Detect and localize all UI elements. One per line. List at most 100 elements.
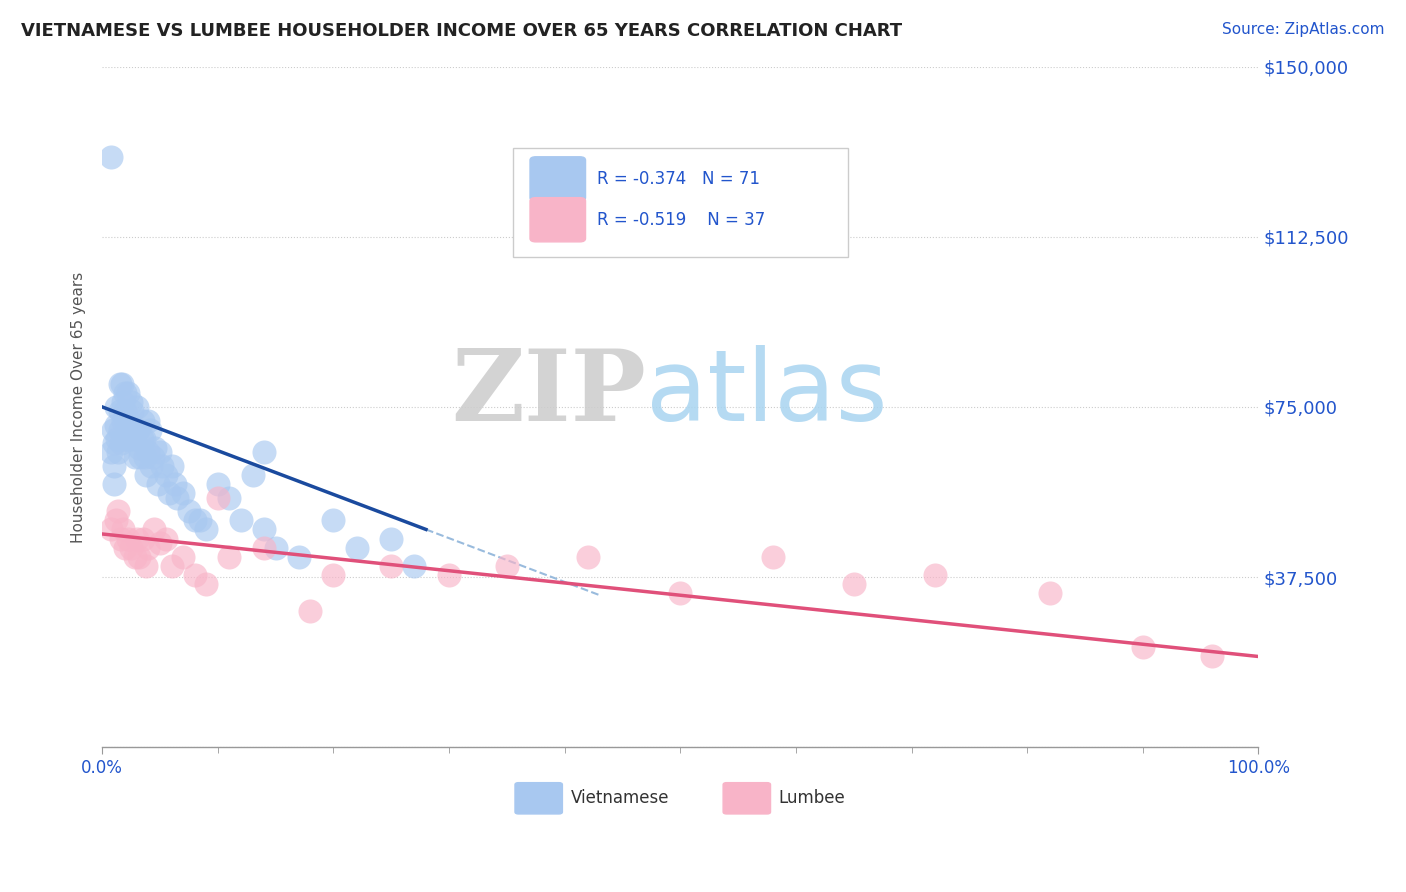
Point: [107, 504, 129, 518]
Point: [380, 558, 402, 573]
Point: [131, 432, 153, 446]
Text: atlas: atlas: [645, 345, 887, 442]
Point: [105, 400, 128, 414]
Point: [117, 532, 139, 546]
Point: [160, 558, 183, 573]
Point: [142, 450, 165, 464]
Point: [842, 577, 865, 591]
Point: [1201, 649, 1223, 664]
Point: [100, 150, 122, 164]
Point: [108, 377, 131, 392]
Point: [103, 436, 125, 450]
Point: [253, 541, 276, 555]
Point: [322, 513, 344, 527]
Point: [253, 445, 276, 459]
Point: [129, 450, 152, 464]
Point: [207, 477, 229, 491]
Point: [105, 432, 128, 446]
Point: [150, 458, 173, 473]
Text: R = -0.519    N = 37: R = -0.519 N = 37: [598, 211, 765, 228]
Point: [195, 577, 218, 591]
Point: [131, 413, 153, 427]
Point: [166, 491, 188, 505]
Point: [111, 395, 134, 409]
Point: [124, 549, 146, 564]
Point: [264, 541, 287, 555]
Point: [138, 445, 160, 459]
Point: [576, 549, 599, 564]
Point: [105, 513, 128, 527]
Point: [108, 404, 131, 418]
Point: [322, 567, 344, 582]
Point: [145, 441, 167, 455]
Point: [111, 413, 134, 427]
Text: ZIP: ZIP: [451, 345, 645, 442]
Point: [114, 432, 136, 446]
Point: [111, 523, 134, 537]
Point: [149, 445, 172, 459]
FancyBboxPatch shape: [723, 782, 770, 814]
Point: [229, 513, 252, 527]
Point: [138, 413, 160, 427]
Point: [120, 541, 142, 555]
Point: [149, 536, 172, 550]
Point: [112, 432, 135, 446]
Point: [101, 423, 124, 437]
Point: [135, 558, 157, 573]
Point: [122, 432, 145, 446]
FancyBboxPatch shape: [515, 782, 562, 814]
Point: [160, 458, 183, 473]
Point: [105, 418, 128, 433]
FancyBboxPatch shape: [530, 157, 585, 201]
Point: [177, 504, 200, 518]
Point: [287, 549, 309, 564]
Point: [110, 436, 132, 450]
Point: [165, 477, 187, 491]
Point: [135, 467, 157, 482]
Point: [190, 513, 212, 527]
Point: [121, 404, 143, 418]
Point: [195, 523, 218, 537]
Point: [103, 477, 125, 491]
Point: [139, 458, 162, 473]
Point: [1132, 640, 1154, 655]
Point: [299, 604, 322, 618]
Point: [114, 386, 136, 401]
Text: Vietnamese: Vietnamese: [571, 789, 669, 807]
Point: [669, 586, 692, 600]
Point: [437, 567, 460, 582]
Point: [115, 413, 138, 427]
Point: [253, 523, 276, 537]
Point: [120, 423, 142, 437]
Point: [143, 523, 166, 537]
Point: [218, 491, 240, 505]
Text: VIETNAMESE VS LUMBEE HOUSEHOLDER INCOME OVER 65 YEARS CORRELATION CHART: VIETNAMESE VS LUMBEE HOUSEHOLDER INCOME …: [21, 22, 903, 40]
Point: [172, 549, 194, 564]
Point: [242, 467, 264, 482]
Point: [114, 541, 136, 555]
Point: [114, 404, 136, 418]
Point: [118, 413, 141, 427]
Point: [138, 541, 160, 555]
Point: [108, 423, 131, 437]
Point: [346, 541, 368, 555]
Point: [157, 486, 180, 500]
Point: [120, 395, 142, 409]
Point: [107, 445, 129, 459]
Text: R = -0.374   N = 71: R = -0.374 N = 71: [598, 169, 761, 188]
Point: [100, 523, 122, 537]
Point: [207, 491, 229, 505]
Point: [924, 567, 946, 582]
Point: [103, 458, 125, 473]
Point: [100, 445, 122, 459]
Point: [496, 558, 519, 573]
Point: [127, 423, 149, 437]
Point: [125, 423, 148, 437]
Point: [128, 549, 150, 564]
Point: [131, 532, 153, 546]
Point: [134, 450, 156, 464]
Point: [218, 549, 240, 564]
Point: [1039, 586, 1062, 600]
Point: [762, 549, 785, 564]
Point: [155, 532, 177, 546]
